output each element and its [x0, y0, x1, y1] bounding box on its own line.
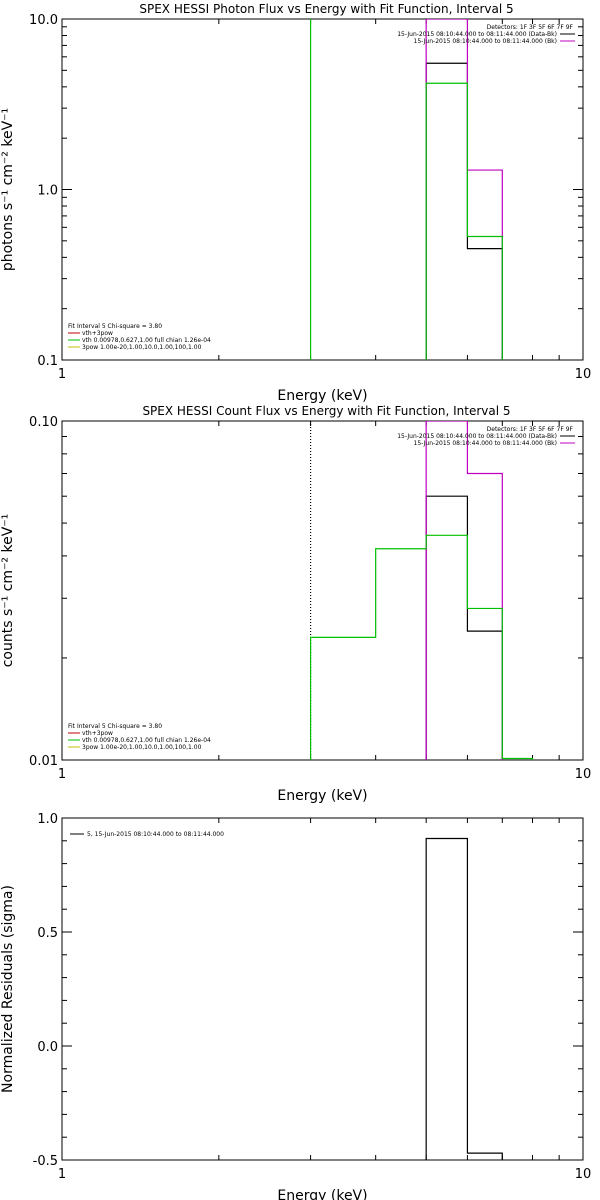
legend-entry-label: 3pow 1.00e-20,1.00,10.0,1.00,100,1.00	[82, 744, 202, 751]
y-tick-label: 0.0	[37, 1040, 58, 1055]
plot-frame	[61, 420, 584, 761]
series-step-line	[425, 19, 503, 360]
y-tick-label: 1.0	[37, 812, 58, 827]
x-tick-label: 10	[575, 367, 592, 382]
x-tick-label: 10	[575, 1167, 592, 1182]
chart-title: SPEX HESSI Photon Flux vs Energy with Fi…	[139, 2, 513, 16]
chart-title: SPEX HESSI Count Flux vs Energy with Fit…	[142, 404, 510, 418]
legend-entry-label: vth+3pow	[82, 330, 113, 337]
plot-frame	[61, 817, 584, 1161]
series-step-line	[309, 534, 534, 760]
legend-entry-label: vth 0.00978,0.627,1.00 full chian 1.26e-…	[82, 337, 211, 344]
legend-entry-label: 15-Jun-2015 08:10:44.000 to 08:11:44.000…	[414, 440, 557, 447]
legend-entry-label: 15-Jun-2015 08:10:44.000 to 08:11:44.000…	[397, 31, 557, 38]
y-tick-label: 1.0	[37, 184, 58, 199]
plot-area	[425, 837, 503, 1160]
x-tick-label: 1	[58, 367, 66, 382]
legend-entry-label: 3pow 1.00e-20,1.00,10.0,1.00,100,1.00	[82, 344, 202, 351]
x-axis-label: Energy (keV)	[277, 1188, 367, 1200]
series-step-line	[425, 62, 503, 360]
plot-area	[309, 19, 503, 360]
legend-entry-label: 15-Jun-2015 08:10:44.000 to 08:11:44.000…	[397, 433, 557, 440]
x-axis-label: Energy (keV)	[277, 788, 367, 804]
y-axis-label: Normalized Residuals (sigma)	[0, 885, 16, 1093]
legend-entry-label: 5, 15-Jun-2015 08:10:44.000 to 08:11:44.…	[87, 831, 224, 838]
x-tick-label: 1	[58, 1167, 66, 1182]
legend-header: Fit Interval 5 Chi-square = 3.80	[68, 723, 162, 730]
y-tick-label: 10.0	[29, 13, 58, 28]
legend-entry-label: 15-Jun-2015 08:10:44.000 to 08:11:44.000…	[414, 38, 557, 45]
x-axis-label: Energy (keV)	[277, 388, 367, 404]
chart-panel-1: SPEX HESSI Photon Flux vs Energy with Fi…	[0, 2, 591, 404]
legend-entry-label: vth 0.00978,0.627,1.00 full chian 1.26e-…	[82, 737, 211, 744]
y-tick-label: -0.5	[33, 1154, 58, 1169]
y-tick-label: 0.10	[29, 415, 58, 430]
y-tick-label: 0.5	[37, 926, 58, 941]
series-step-line	[425, 421, 503, 760]
legend-header: Fit Interval 5 Chi-square = 3.80	[68, 323, 162, 330]
y-tick-label: 0.1	[37, 354, 58, 369]
chart-panel-2: SPEX HESSI Count Flux vs Energy with Fit…	[0, 404, 591, 804]
legend-header: Detectors: 1F 3F 5F 6F 7F 9F	[487, 24, 574, 31]
series-step-line	[425, 82, 503, 360]
y-tick-label: 0.01	[29, 754, 58, 769]
series-step-line	[425, 495, 503, 760]
legend-header: Detectors: 1F 3F 5F 6F 7F 9F	[487, 426, 574, 433]
plot-area	[309, 421, 534, 760]
plot-frame	[61, 18, 584, 361]
x-tick-label: 10	[575, 767, 592, 782]
legend-entry-label: vth+3pow	[82, 730, 113, 737]
y-axis-label: counts s⁻¹ cm⁻² keV⁻¹	[0, 514, 16, 668]
x-tick-label: 1	[58, 767, 66, 782]
chart-panel-3: 1 10 Energy (keV) -0.5 0.0 0.5 1.0 Normalized R…	[0, 812, 591, 1200]
y-axis-label: photons s⁻¹ cm⁻² keV⁻¹	[0, 108, 16, 271]
series-step-line	[425, 837, 503, 1160]
